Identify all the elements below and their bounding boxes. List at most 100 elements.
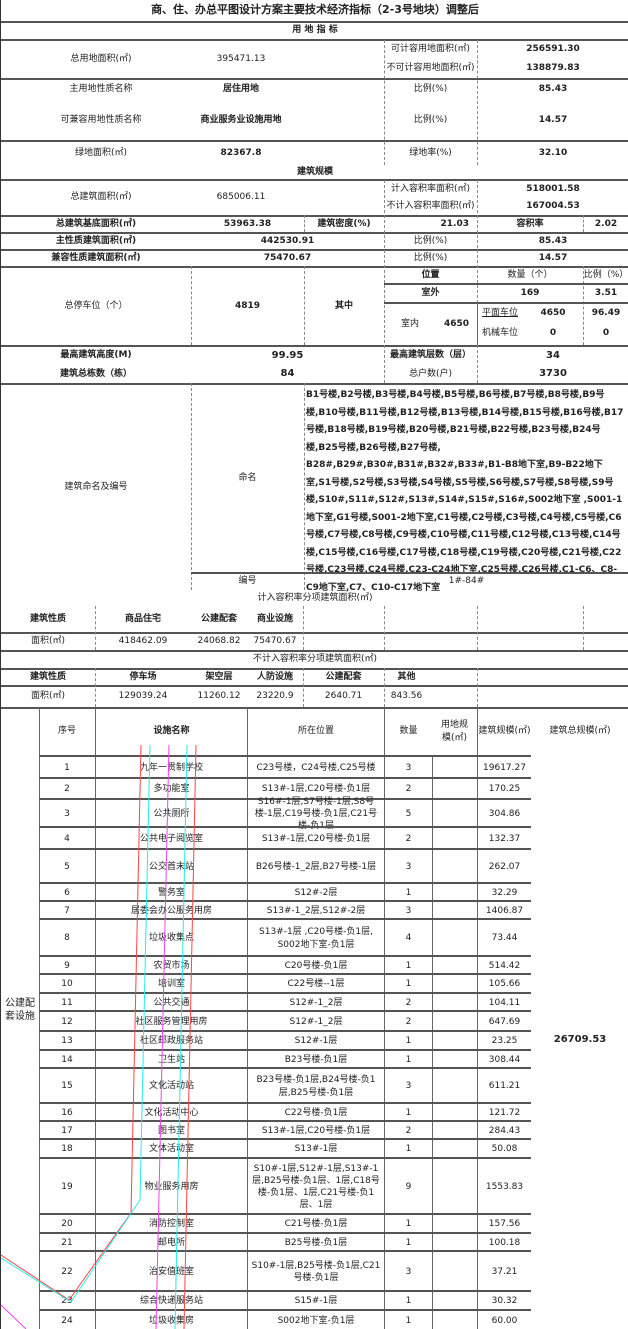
facility-area: 514.42: [477, 957, 531, 975]
facility-row: 9 农贸市场 C20号楼-负1层 1 514.42: [39, 955, 531, 975]
facility-land: [432, 1311, 477, 1329]
parking-col-count: 数量（个）: [507, 269, 553, 280]
facility-qty: 1: [384, 1215, 432, 1234]
facility-row: 20 消防控制室 C21号楼-负1层 1 157.56: [39, 1213, 531, 1234]
facility-location: B25号楼-负1层: [247, 1234, 384, 1252]
facility-row: 6 警务室 S12#-2层 1 32.29: [39, 882, 531, 902]
facility-land: [432, 1234, 477, 1252]
facility-row: 24 垃圾收集房 S002地下室-负1层 1 60.00: [39, 1309, 531, 1329]
naming-label: 建筑命名及编号: [64, 481, 128, 492]
nonfar-land-label: 不可计容用地面积(㎡): [386, 63, 475, 74]
far-items-value: 75470.67: [253, 636, 297, 647]
facility-location: C23号楼，C24号楼,C25号楼: [247, 757, 384, 779]
compat-ratio-value: 14.57: [538, 114, 568, 125]
header-total: 建筑总规模(㎡): [549, 726, 611, 737]
facility-row: 19 物业服务用房 S10#-1层,S12#-1层,S13#-1层,B25号楼-负1…: [39, 1157, 531, 1215]
parking-total: 4819: [234, 300, 261, 311]
far-items-header: 商品住宅: [124, 614, 161, 625]
parking-flat-label: 平面车位: [481, 307, 518, 318]
facility-name: 公共厕所: [95, 800, 247, 828]
facility-area: 611.21: [477, 1069, 531, 1104]
parking-flat-ratio: 96.49: [591, 307, 621, 318]
facility-area: 121.72: [477, 1104, 531, 1122]
main-ratio-value: 85.43: [538, 83, 568, 94]
facility-location: S002地下室-负1层: [247, 1311, 384, 1329]
compat-building-area-value: 75470.67: [263, 252, 312, 263]
facility-qty: 3: [384, 850, 432, 884]
total-floor-area-value: 685006.11: [216, 192, 266, 203]
compat-building-ratio-label: 比例(%): [413, 252, 448, 263]
facility-location: B23号楼-负1层,B24号楼-负1层,B25号楼-负1层: [247, 1069, 384, 1104]
facility-qty: 2: [384, 994, 432, 1012]
facility-land: [432, 1104, 477, 1122]
main-building-ratio-label: 比例(%): [413, 235, 448, 246]
facility-land: [432, 1032, 477, 1051]
facility-qty: 1: [384, 1311, 432, 1329]
main-ratio-label: 比例(%): [413, 83, 448, 94]
far-items-header: 商业设施: [256, 614, 293, 625]
facility-area: 100.18: [477, 1234, 531, 1252]
facility-area: 104.11: [477, 994, 531, 1012]
parking-of-which: 其中: [334, 300, 353, 311]
far-items-title: 计入容积率分项建筑面积(㎡): [257, 592, 373, 603]
facility-land: [432, 1292, 477, 1311]
facility-land: [432, 850, 477, 884]
facility-no: 4: [64, 833, 70, 844]
facility-area: 73.44: [477, 920, 531, 957]
facility-location: S10#-1层,B25号楼-负1层,C21号楼-负1层: [247, 1252, 384, 1292]
facility-area: 105.66: [477, 975, 531, 994]
facility-location: S13#-1层,C20号楼-负1层: [247, 1122, 384, 1140]
facility-qty: 1: [384, 975, 432, 994]
facility-qty: 3: [384, 902, 432, 920]
facility-location: S12#-2层: [247, 884, 384, 902]
facility-qty: 1: [384, 1032, 432, 1051]
facility-name: 公交首末站: [95, 850, 247, 884]
parking-col-ratio: 比例（%）: [583, 269, 628, 280]
facility-location: S12#-1_2层: [247, 1012, 384, 1032]
facility-no: 5: [64, 861, 70, 872]
far-items-value: 24068.82: [197, 636, 241, 647]
main-use-label: 主用地性质名称: [69, 83, 133, 94]
facility-qty: 2: [384, 828, 432, 850]
header-name: 设施名称: [95, 708, 247, 755]
main-building-area-value: 442530.91: [260, 235, 315, 246]
parking-col-position: 位置: [421, 269, 440, 280]
facility-area: 37.21: [477, 1252, 531, 1292]
facility-location: S13#-1_2层,S12#-2层: [247, 902, 384, 920]
facility-qty: 1: [384, 957, 432, 975]
facility-no: 3: [64, 808, 70, 819]
households-value: 3730: [539, 368, 567, 380]
max-height-label: 最高建筑高度(M): [60, 350, 132, 361]
facility-name: 文化活动站: [95, 1069, 247, 1104]
facility-name: 公共电子阅览室: [95, 828, 247, 850]
nonfar-items-header: 人防设施: [256, 671, 293, 682]
facility-land: [432, 800, 477, 828]
far-items-type-label: 建筑性质: [29, 614, 66, 625]
base-area-label: 总建筑基底面积(㎡): [55, 218, 137, 229]
facility-area: 132.37: [477, 828, 531, 850]
nonfar-items-title: 不计入容积率分项建筑面积(㎡): [252, 654, 378, 665]
facility-qty: 5: [384, 800, 432, 828]
total-land-value: 395471.13: [216, 53, 266, 64]
sheet-title: 商、住、办总平图设计方案主要技术经济指标（2-3号地块）调整后: [151, 3, 479, 17]
facility-land: [432, 1069, 477, 1104]
facility-qty: 4: [384, 920, 432, 957]
far-land-label: 可计容用地面积(㎡): [390, 44, 471, 55]
nonfar-items-header: 架空层: [205, 671, 233, 682]
facility-qty: 2: [384, 779, 432, 800]
density-label: 建筑密度(%): [317, 218, 371, 229]
facility-area: 30.32: [477, 1292, 531, 1311]
facility-qty: 1: [384, 1292, 432, 1311]
main-use-value: 居住用地: [222, 83, 259, 94]
total-land-label: 总用地面积(㎡): [70, 53, 132, 64]
households-label: 总户数(户): [408, 368, 453, 379]
facility-row: 7 居委会办公服务用房 S13#-1_2层,S12#-2层 3 1406.87: [39, 900, 531, 920]
total-floor-area-label: 总建筑面积(㎡): [70, 192, 132, 203]
parking-mech-ratio: 0: [602, 327, 610, 338]
nonfar-items-value: 2640.71: [324, 691, 363, 702]
facility-location: C20号楼-负1层: [247, 957, 384, 975]
facility-name: 物业服务用房: [95, 1159, 247, 1215]
facility-name: 九年一贯制学校: [95, 757, 247, 779]
max-floors-label: 最高建筑层数（层）: [389, 350, 471, 361]
facility-area: 50.08: [477, 1140, 531, 1159]
